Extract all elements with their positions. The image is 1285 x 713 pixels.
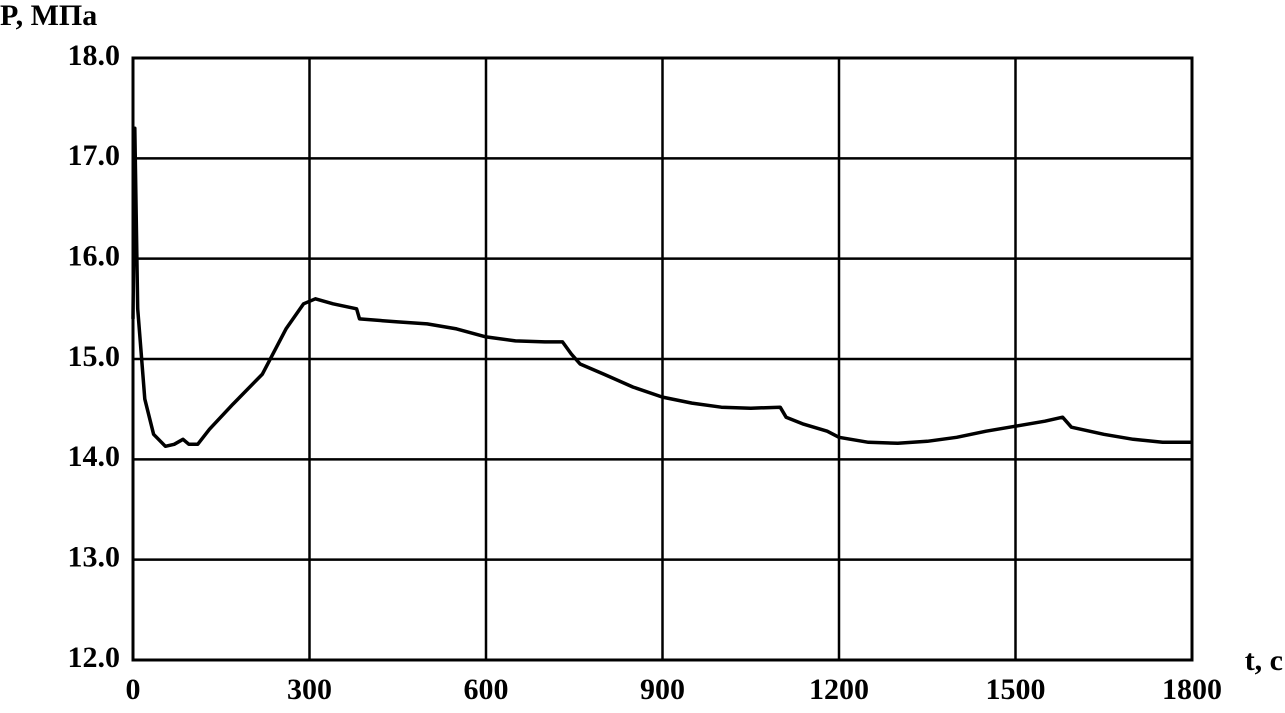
- y-axis-label: P, МПа: [0, 0, 97, 32]
- y-tick-label: 17.0: [68, 139, 121, 172]
- x-tick-label: 600: [464, 673, 509, 706]
- y-tick-label: 14.0: [68, 440, 121, 473]
- data-line: [131, 126, 1192, 449]
- plot-frame: [131, 56, 1194, 662]
- x-tick-label: 1800: [1162, 673, 1222, 706]
- y-tick-label: 15.0: [68, 340, 121, 373]
- y-tick-label: 12.0: [68, 641, 121, 674]
- x-tick-label: 300: [287, 673, 332, 706]
- y-tick-label: 13.0: [68, 541, 121, 574]
- x-tick-label: 1200: [809, 673, 869, 706]
- x-tick-label: 0: [126, 673, 141, 706]
- x-axis-label: t, c: [1245, 644, 1283, 677]
- y-tick-label: 18.0: [68, 39, 121, 72]
- y-tick-label: 16.0: [68, 240, 121, 273]
- x-tick-label: 900: [640, 673, 685, 706]
- x-tick-label: 1500: [986, 673, 1046, 706]
